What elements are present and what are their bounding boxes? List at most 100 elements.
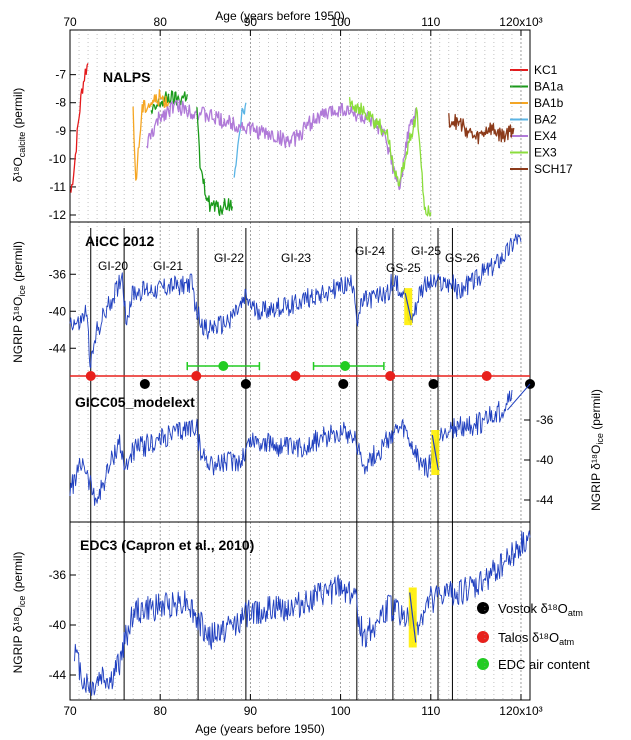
legend-label-ba2: BA2 (534, 113, 557, 127)
vostok-legend-sub: atm (568, 608, 583, 618)
vostok-legend-dot (477, 602, 489, 614)
panel-title-edc3: EDC3 (Capron et al., 2010) (80, 537, 254, 553)
y-tick-label: -36 (536, 413, 554, 427)
legend-label-ba1a: BA1a (534, 80, 564, 94)
series-line-0-0 (70, 63, 89, 193)
y-axis-label-main: δ¹⁸O (11, 157, 25, 182)
vostok-legend-label: Vostok δ¹⁸Oatm (498, 601, 583, 618)
y-axis-label-sub: ice (17, 596, 27, 608)
top-tick-label: 90 (244, 15, 258, 29)
legend-label-ex4: EX4 (534, 129, 557, 143)
bottom-tick-label: 110 (421, 704, 440, 718)
chart-dynamic-layer: 70 70 80 80 90 90 100 100 110 110 120x10³ 120x10³ -7… (11, 15, 605, 718)
series-line-1-0 (69, 233, 522, 369)
y-axis-label-sub: ice (595, 433, 605, 445)
label-gi-22: GI-22 (214, 251, 244, 265)
y-axis-label-main: NGRIP δ¹⁸O (11, 297, 25, 363)
series-line-0-3 (233, 102, 247, 178)
label-gi-24: GI-24 (355, 244, 385, 258)
top-tick-label: 100 (331, 15, 351, 29)
y-tick-label: -9 (55, 124, 66, 138)
y-tick-label: -7 (55, 68, 66, 82)
y-tick-label: -44 (49, 341, 67, 355)
y-tick-label: -36 (49, 568, 67, 582)
talos-legend-text: Talos δ¹⁸O (498, 630, 559, 645)
top-tick-label: 120x10³ (499, 15, 542, 29)
top-age-axis: Age (years before 1950) (215, 9, 344, 23)
top-tick-label: 80 (154, 15, 168, 29)
edc-dot (218, 361, 229, 371)
talos-dot (481, 371, 492, 381)
top-axis-label: Age (years before 1950) (215, 9, 344, 23)
bottom-tick-label: 80 (154, 704, 168, 718)
talos-legend-sub: atm (559, 637, 574, 647)
top-tick-label: 110 (421, 15, 440, 29)
y-tick-label: -10 (49, 152, 67, 166)
y-axis-label-sub: ice (17, 285, 27, 297)
y-axis-label-unit: (permil) (589, 389, 603, 433)
vostok-dot (240, 379, 251, 389)
series-line-0-6 (448, 113, 515, 145)
y-tick-label: -40 (536, 453, 554, 467)
label-gs-25: GS-25 (386, 261, 421, 275)
series-line-0-2 (132, 89, 170, 181)
gicc-end-line (507, 383, 531, 411)
edc-legend-dot (477, 658, 489, 670)
y-axis-label-main: NGRIP δ¹⁸O (589, 445, 603, 511)
vostok-legend-text: Vostok δ¹⁸O (498, 601, 568, 616)
plot-frame (69, 29, 531, 701)
series-line-0-7 (195, 107, 234, 216)
y-tick-label: -40 (49, 304, 67, 318)
yellow-bar-line-2 (409, 592, 417, 643)
panel-title-gicc: GICC05_modelext (75, 394, 195, 410)
bottom-tick-label: 120x10³ (499, 704, 542, 718)
series-line-3-0 (74, 530, 531, 696)
talos-dot (290, 371, 301, 381)
vostok-dot (139, 379, 150, 389)
marker-legend: Vostok δ¹⁸Oatm Talos δ¹⁸Oatm EDC air con… (477, 601, 590, 672)
label-gi-20: GI-20 (98, 259, 128, 273)
label-gi-21: GI-21 (153, 259, 183, 273)
y-tick-label: -40 (49, 618, 67, 632)
panel-title-nalps: NALPS (103, 69, 150, 85)
nalps-legend: KC1 BA1a BA1b BA2 EX4 EX3 SCH17 (510, 63, 573, 176)
y-axis-label-unit: (permil) (11, 241, 25, 285)
bottom-tick-label: 100 (331, 704, 351, 718)
bottom-axis-label: Age (years before 1950) (195, 722, 324, 736)
legend-label-ba1b: BA1b (534, 96, 564, 110)
y-tick-label: -8 (55, 96, 66, 110)
y-axis-label-2: NGRIP δ¹⁸Oice (permil) (589, 389, 605, 511)
y-tick-label: -44 (536, 493, 554, 507)
y-axis-label-unit: (permil) (11, 552, 25, 596)
interstadial-labels: GI-20 GI-21 GI-22 GI-23 GI-24 GI-25 GS-2… (98, 244, 480, 275)
legend-label-sch17: SCH17 (534, 162, 573, 176)
talos-dot (191, 371, 202, 381)
y-axis-label-unit: (permil) (11, 88, 25, 132)
y-axis-label-1: NGRIP δ¹⁸Oice (permil) (11, 241, 27, 363)
label-gi-25: GI-25 (411, 244, 441, 258)
bottom-tick-label: 90 (244, 704, 258, 718)
talos-legend-dot (477, 631, 489, 643)
y-tick-label: -44 (49, 668, 67, 682)
talos-dot (385, 371, 396, 381)
yellow-bar-line-1 (431, 434, 439, 471)
y-axis-label-sub: calcite (17, 132, 27, 158)
series-line-0-5 (348, 97, 432, 217)
edc-legend-label: EDC air content (498, 657, 590, 672)
edc-dot (340, 361, 351, 371)
series-line-0-1 (150, 90, 188, 114)
vostok-dot (338, 379, 349, 389)
bottom-tick-label: 70 (63, 704, 77, 718)
legend-label-kc1: KC1 (534, 63, 558, 77)
series-line-0-4 (146, 99, 418, 191)
legend-label-ex3: EX3 (534, 146, 557, 160)
y-tick-label: -36 (49, 267, 67, 281)
top-tick-label: 70 (63, 15, 77, 29)
y-tick-label: -12 (49, 208, 67, 222)
label-gs-26: GS-26 (445, 251, 480, 265)
label-gi-23: GI-23 (281, 251, 311, 265)
talos-legend-label: Talos δ¹⁸Oatm (498, 630, 574, 647)
talos-dot (85, 371, 96, 381)
y-axis-label-0: δ¹⁸Ocalcite (permil) (11, 88, 27, 183)
